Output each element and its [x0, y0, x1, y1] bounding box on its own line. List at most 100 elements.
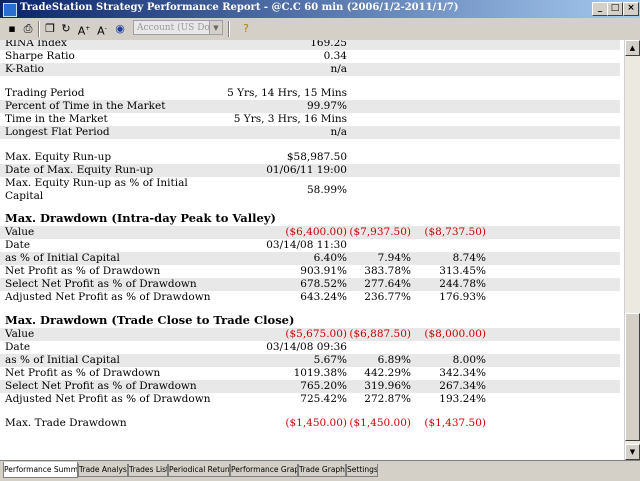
row-value: 5 Yrs, 14 Hrs, 15 Mins [227, 87, 347, 99]
close-button[interactable]: × [623, 2, 639, 16]
row-label: Trading Period [5, 87, 85, 99]
table-row: Date 03/14/08 09:36 [0, 341, 620, 354]
tab-trade-graphs[interactable]: Trade Graphs [298, 464, 346, 477]
tab-performance-graphs[interactable]: Performance Graphs [230, 464, 298, 477]
row-value-long: 6.89% [377, 354, 411, 366]
row-value-all: 5.67% [313, 354, 347, 366]
row-label: Select Net Profit as % of Drawdown [5, 380, 197, 392]
row-value-all: ($5,675.00) [285, 328, 347, 340]
row-label: as % of Initial Capital [5, 252, 120, 264]
font-decrease-icon[interactable]: A- [97, 24, 107, 38]
table-row: Date of Max. Equity Run-up 01/06/11 19:00 [0, 164, 620, 177]
row-value-all: 03/14/08 09:36 [266, 341, 347, 353]
table-row: Time in the Market 5 Yrs, 3 Hrs, 16 Mins [0, 113, 620, 126]
tab-trade-analysis[interactable]: Trade Analysis [78, 464, 128, 477]
row-value-short: 8.74% [452, 252, 486, 264]
row-label: Date [5, 341, 31, 353]
row-value-short: 267.34% [439, 380, 486, 392]
row-label: Max. Equity Run-up as % of Initial [5, 177, 188, 189]
chevron-down-icon[interactable]: ▼ [209, 21, 222, 34]
row-label: Adjusted Net Profit as % of Drawdown [5, 291, 211, 303]
title-bar: TradeStation Strategy Performance Report… [0, 0, 640, 18]
row-label: Value [5, 226, 35, 238]
tab-performance-summary[interactable]: Performance Summary [3, 462, 78, 478]
table-row: Date 03/14/08 11:30 [0, 239, 620, 252]
table-row: as % of Initial Capital 6.40% 7.94% 8.74% [0, 252, 620, 265]
table-row: Adjusted Net Profit as % of Drawdown 643.… [0, 291, 620, 304]
row-value-all: 643.24% [300, 291, 347, 303]
row-value: 01/06/11 19:00 [266, 164, 347, 176]
row-label: Select Net Profit as % of Drawdown [5, 278, 197, 290]
table-row: Max. Equity Run-up as % of Initial Capit… [0, 177, 620, 203]
table-row: Trading Period 5 Yrs, 14 Hrs, 15 Mins [0, 87, 620, 100]
save-icon[interactable]: ▪ [8, 22, 16, 35]
table-row: Adjusted Net Profit as % of Drawdown 725.… [0, 393, 620, 406]
refresh-icon[interactable]: ↻ [61, 22, 71, 35]
row-label: Date of Max. Equity Run-up [5, 164, 154, 176]
row-label: Longest Flat Period [5, 126, 110, 138]
row-label: Net Profit as % of Drawdown [5, 265, 161, 277]
table-row: Select Net Profit as % of Drawdown 678.52… [0, 278, 620, 291]
row-value-short: 176.93% [439, 291, 486, 303]
table-row: Net Profit as % of Drawdown 903.91% 383.78… [0, 265, 620, 278]
vertical-scrollbar[interactable]: ▲ ▼ [624, 40, 640, 460]
row-label: as % of Initial Capital [5, 354, 120, 366]
tab-settings[interactable]: Settings [346, 464, 378, 477]
minimize-button[interactable]: _ [592, 2, 608, 16]
scroll-up-icon[interactable]: ▲ [625, 40, 640, 56]
row-value-short: ($1,437.50) [424, 417, 486, 429]
row-value: 169.25 [310, 40, 347, 49]
row-value-long: 319.96% [364, 380, 411, 392]
table-row: K-Ratio n/a [0, 63, 620, 76]
table-row: Longest Flat Period n/a [0, 126, 620, 139]
row-value-all: ($1,450.00) [285, 417, 347, 429]
help-icon[interactable]: ? [243, 22, 249, 35]
row-value: n/a [330, 126, 347, 138]
table-row: Net Profit as % of Drawdown 1019.38% 442.2… [0, 367, 620, 380]
copy-icon[interactable]: ❐ [45, 22, 55, 35]
row-value: 99.97% [306, 100, 347, 112]
section-heading-text: Max. Drawdown (Intra-day Peak to Valley) [5, 211, 276, 225]
row-label-continued: Capital [5, 190, 44, 202]
row-value-long: 7.94% [377, 252, 411, 264]
section-heading-text: Max. Drawdown (Trade Close to Trade Clos… [5, 313, 295, 327]
row-label: Date [5, 239, 31, 251]
account-select-label: Account (US Dollar) [137, 23, 223, 33]
tab-periodical-returns[interactable]: Periodical Returns [168, 464, 230, 477]
row-label: Percent of Time in the Market [5, 100, 166, 112]
row-value-short: 193.24% [439, 393, 486, 405]
row-label: Sharpe Ratio [5, 50, 75, 62]
row-value: $58,987.50 [286, 151, 347, 163]
row-value: n/a [330, 63, 347, 75]
scroll-down-icon[interactable]: ▼ [625, 444, 640, 460]
tab-trades-list[interactable]: Trades List [128, 464, 168, 477]
font-increase-icon[interactable]: A+ [77, 24, 91, 38]
section-heading: Max. Drawdown (Intra-day Peak to Valley) [0, 212, 620, 226]
maximize-button[interactable]: □ [607, 2, 623, 16]
report-content: RINA Index 169.25 Sharpe Ratio 0.34 K-Rati… [0, 40, 624, 460]
scrollbar-thumb[interactable] [625, 313, 640, 441]
row-label: Max. Trade Drawdown [5, 417, 127, 429]
row-value-all: 765.20% [300, 380, 347, 392]
row-label: K-Ratio [5, 63, 44, 75]
section-heading: Max. Drawdown (Trade Close to Trade Clos… [0, 314, 620, 328]
table-row: Value ($6,400.00) ($7,937.50) ($8,737.50) [0, 226, 620, 239]
row-label: RINA Index [5, 40, 67, 49]
table-row: as % of Initial Capital 5.67% 6.89% 8.00% [0, 354, 620, 367]
row-value-short: 342.34% [439, 367, 486, 379]
row-value-long: ($6,887.50) [349, 328, 411, 340]
row-value-short: ($8,737.50) [424, 226, 486, 238]
row-value-all: 6.40% [313, 252, 347, 264]
row-value-all: 1019.38% [293, 367, 347, 379]
account-select[interactable]: Account (US Dollar) ▼ [133, 20, 223, 35]
print-icon[interactable]: ⎙ [23, 22, 33, 35]
row-value-long: ($1,450.00) [349, 417, 411, 429]
report-tabs: Performance Summary Trade Analysis Trade… [0, 460, 640, 481]
app-icon [3, 3, 17, 17]
row-value-long: ($7,937.50) [349, 226, 411, 238]
currency-icon[interactable]: ◉ [115, 22, 125, 35]
row-value-all: 725.42% [300, 393, 347, 405]
toolbar: ▪ ⎙ ❐ ↻ A+ A- ◉ Account (US Dollar) ▼ ? [0, 18, 640, 41]
table-row: RINA Index 169.25 [0, 40, 620, 50]
row-value-short: 244.78% [439, 278, 486, 290]
